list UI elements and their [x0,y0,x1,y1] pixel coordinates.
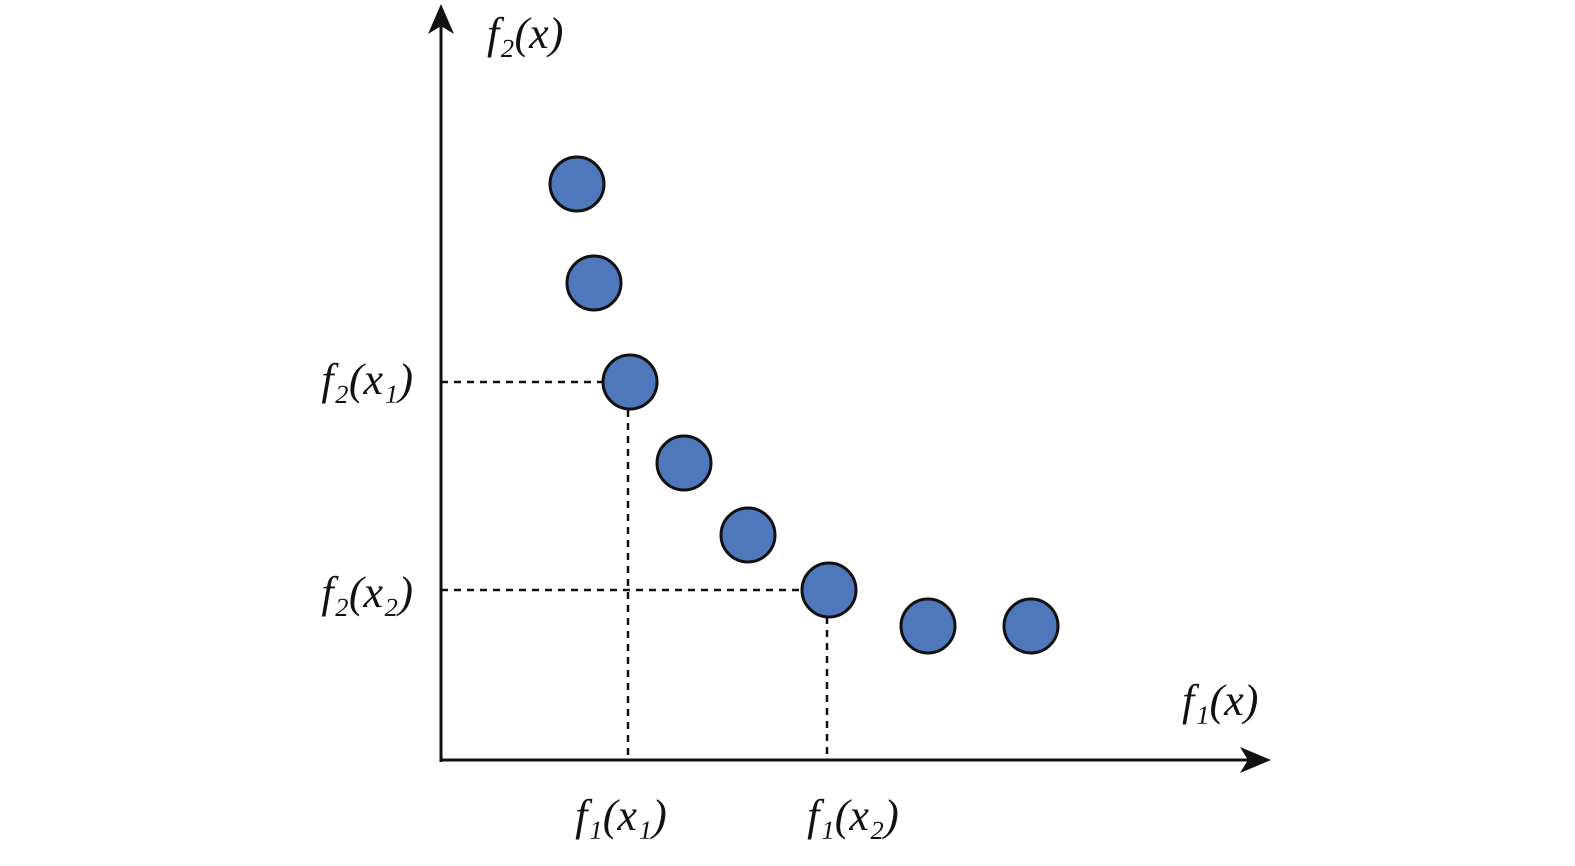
y-marker-label: f₂(x₁) [321,355,413,404]
point [655,434,713,492]
point [899,597,957,655]
x-axis-arrow [1240,747,1271,773]
point [548,155,606,213]
point [601,353,659,411]
point [565,254,623,312]
y-axis-label: f₂(x) [487,9,563,58]
point [800,561,858,619]
y-axis-arrow [428,4,454,34]
x-marker-label: f₁(x₁) [575,791,667,840]
y-marker-label: f₂(x₂) [321,568,413,617]
point [719,506,777,564]
point [1002,597,1060,655]
x-axis-label: f₁(x) [1182,676,1258,725]
x-marker-label: f₁(x₂) [807,791,899,840]
